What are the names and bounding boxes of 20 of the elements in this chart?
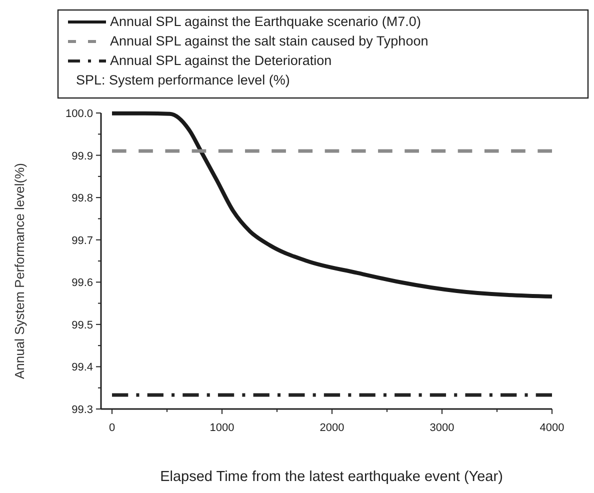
y-tick-label: 99.3 — [72, 404, 93, 416]
x-tick-label: 3000 — [430, 422, 454, 434]
y-tick-label: 99.5 — [72, 319, 93, 332]
legend-label: Annual SPL against the salt stain caused by Typhoon — [110, 34, 428, 48]
y-tick-label: 99.4 — [72, 362, 93, 374]
y-axis-title: Annual System Performance level(%) — [12, 162, 27, 380]
y-tick-label: 99.6 — [72, 277, 93, 290]
text: SPL: System performance level (%) — [76, 72, 290, 88]
x-tick-label: 2000 — [320, 422, 344, 434]
line-series — [110, 111, 554, 299]
y-tick-label: 100.0 — [65, 108, 93, 120]
y-tick-label: 99.7 — [72, 234, 93, 247]
legend-label: Annual SPL against the Earthquake scenario (M7.0) — [110, 14, 421, 29]
x-tick-label: 0 — [108, 422, 116, 434]
y-tick-label: 99.9 — [72, 150, 93, 162]
x-tick-label: 1000 — [210, 422, 234, 434]
y-tick-label: 99.8 — [72, 192, 93, 205]
legend-label: Annual SPL against the Deterioration — [110, 53, 332, 68]
x-axis-title: Elapsed Time from the latest earthquake event (Year) — [160, 469, 503, 485]
x-tick-label: 4000 — [540, 422, 564, 434]
